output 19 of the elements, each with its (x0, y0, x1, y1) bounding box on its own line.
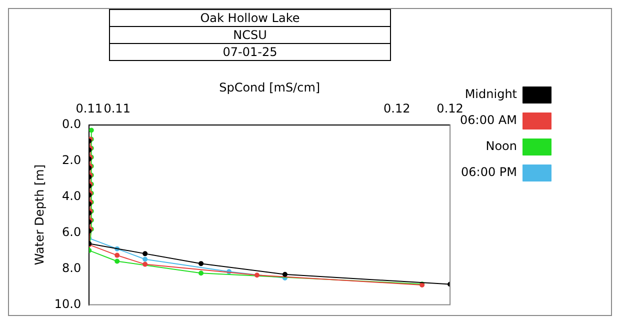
x-axis-title: SpCond [mS/cm] (219, 80, 320, 94)
legend-label: 06:00 AM (460, 113, 517, 128)
chart-subtitle: NCSU (109, 26, 391, 44)
y-tick-label: 8.0 (62, 260, 82, 275)
legend-label: 06:00 PM (461, 165, 517, 180)
y-tick-label: 2.0 (62, 152, 82, 167)
y-tick-label: 6.0 (62, 224, 82, 239)
y-tick-label: 10.0 (54, 296, 82, 311)
y-axis-title: Water Depth [m] (32, 164, 46, 266)
x-tick-label: 0.11 (76, 102, 102, 116)
legend-label: Midnight (464, 87, 518, 102)
y-tick-label: 0.0 (62, 116, 82, 131)
text: 07-01-25 (109, 43, 391, 61)
y-tick-label: 4.0 (62, 188, 82, 203)
x-tick-label: 0.12 (436, 102, 464, 116)
legend-label: Noon (486, 139, 517, 154)
x-tick-label: 0.11 (104, 102, 130, 116)
chart-title: Oak Hollow Lake (109, 9, 391, 27)
x-tick-label: 0.12 (384, 102, 410, 116)
